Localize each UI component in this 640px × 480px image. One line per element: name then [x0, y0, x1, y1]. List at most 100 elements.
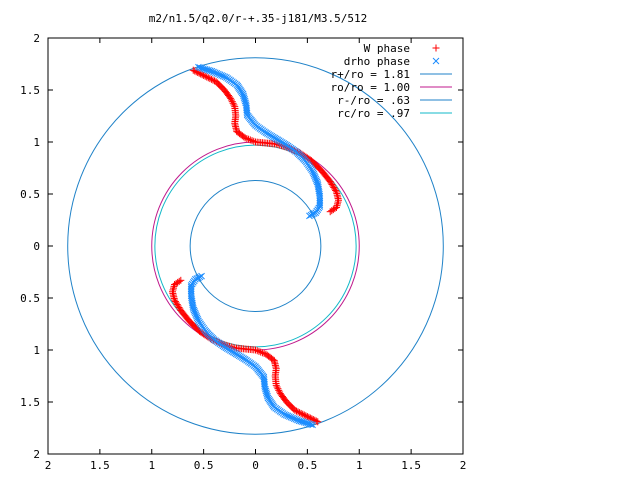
data-point: [274, 385, 282, 393]
data-point: [258, 349, 266, 357]
data-point: [282, 411, 290, 419]
chart-title: m2/n1.5/q2.0/r-+.35-j181/M3.5/512: [149, 12, 368, 25]
data-point: [327, 179, 335, 187]
circle-r-1.81: [67, 57, 444, 435]
data-point: [273, 383, 281, 391]
data-point: [172, 299, 180, 307]
data-point: [297, 409, 305, 417]
data-point: [245, 135, 253, 143]
y-tick-label: 1.5: [20, 396, 40, 409]
data-point: [299, 410, 307, 418]
data-point: [207, 75, 215, 83]
data-point: [221, 73, 229, 81]
data-point: [230, 101, 238, 109]
series-drho-phase: [187, 63, 324, 429]
circle-r-1: [151, 141, 360, 351]
data-point: [198, 71, 206, 79]
data-point: [203, 73, 211, 81]
data-point: [191, 67, 199, 75]
series-w-phase: [169, 66, 342, 426]
legend-marker: [432, 57, 440, 65]
data-point: [229, 99, 237, 107]
y-tick-label: 1: [33, 344, 40, 357]
data-point: [198, 272, 205, 280]
data-point: [334, 198, 342, 206]
data-point: [170, 284, 178, 292]
data-point: [260, 349, 268, 357]
data-point: [171, 298, 179, 306]
legend-marker: [432, 44, 440, 52]
x-tick-label: 2: [45, 459, 52, 472]
data-point: [177, 306, 185, 314]
data-point: [206, 75, 214, 83]
data-point: [173, 301, 181, 309]
data-point: [250, 137, 258, 145]
data-point: [326, 178, 334, 186]
y-tick-label: 1: [33, 136, 40, 149]
data-point: [296, 409, 304, 417]
x-tick-label: 1.5: [90, 459, 110, 472]
x-tick-label: 0.5: [194, 459, 214, 472]
data-point: [209, 76, 217, 84]
data-point: [227, 94, 235, 102]
data-point: [300, 411, 308, 419]
data-point: [177, 276, 185, 284]
x-tick-label: 0: [252, 459, 259, 472]
data-point: [175, 277, 183, 285]
data-point: [174, 302, 182, 310]
data-point: [263, 351, 271, 359]
data-point: [228, 98, 236, 106]
data-point: [330, 183, 338, 191]
legend-label: W phase: [364, 42, 410, 55]
data-point: [241, 134, 249, 142]
y-tick-label: 0.5: [20, 188, 40, 201]
data-point: [204, 74, 212, 82]
circle-r-0.63: [189, 179, 322, 313]
data-point: [240, 133, 248, 141]
data-point: [196, 273, 204, 281]
data-point: [176, 305, 184, 313]
data-point: [294, 408, 302, 416]
x-tick-label: 2: [460, 459, 467, 472]
legend-label: r-/ro = .63: [337, 94, 410, 107]
data-point: [169, 288, 176, 296]
data-point: [275, 386, 283, 394]
data-point: [276, 390, 284, 398]
data-point: [303, 413, 311, 421]
data-point: [328, 180, 336, 188]
data-point: [307, 211, 315, 219]
x-tick-label: 1: [148, 459, 155, 472]
data-point: [305, 413, 313, 421]
data-point: [257, 348, 265, 356]
data-point: [262, 350, 270, 358]
legend-label: drho phase: [344, 55, 410, 68]
y-tick-label: 1.5: [20, 84, 40, 97]
data-point: [243, 135, 251, 143]
data-point: [331, 185, 339, 193]
x-tick-label: 1.5: [401, 459, 421, 472]
data-point: [175, 304, 183, 312]
data-point: [329, 182, 337, 190]
data-point: [253, 347, 261, 355]
data-point: [333, 200, 341, 208]
legend-label: rc/ro = .97: [337, 107, 410, 120]
x-tick-label: 0.5: [297, 459, 317, 472]
legend-label: r+/ro = 1.81: [331, 68, 410, 81]
data-point: [227, 96, 235, 104]
data-point: [200, 71, 208, 79]
legend-label: ro/ro = 1.00: [331, 81, 410, 94]
y-tick-label: 0.5: [20, 292, 40, 305]
plot-area: 2 1.5 1 0.5 0 0.5 1 1.5 221.510.500.511.52: [20, 32, 466, 472]
data-point: [306, 212, 313, 220]
data-point: [302, 412, 310, 420]
data-point: [169, 286, 177, 294]
data-point: [312, 417, 320, 425]
data-point: [276, 388, 284, 396]
x-tick-label: 1: [356, 459, 363, 472]
data-point: [201, 72, 209, 80]
data-point: [246, 136, 254, 144]
y-tick-label: 2: [33, 32, 40, 45]
data-point: [248, 137, 256, 145]
y-tick-label: 0: [33, 240, 40, 253]
